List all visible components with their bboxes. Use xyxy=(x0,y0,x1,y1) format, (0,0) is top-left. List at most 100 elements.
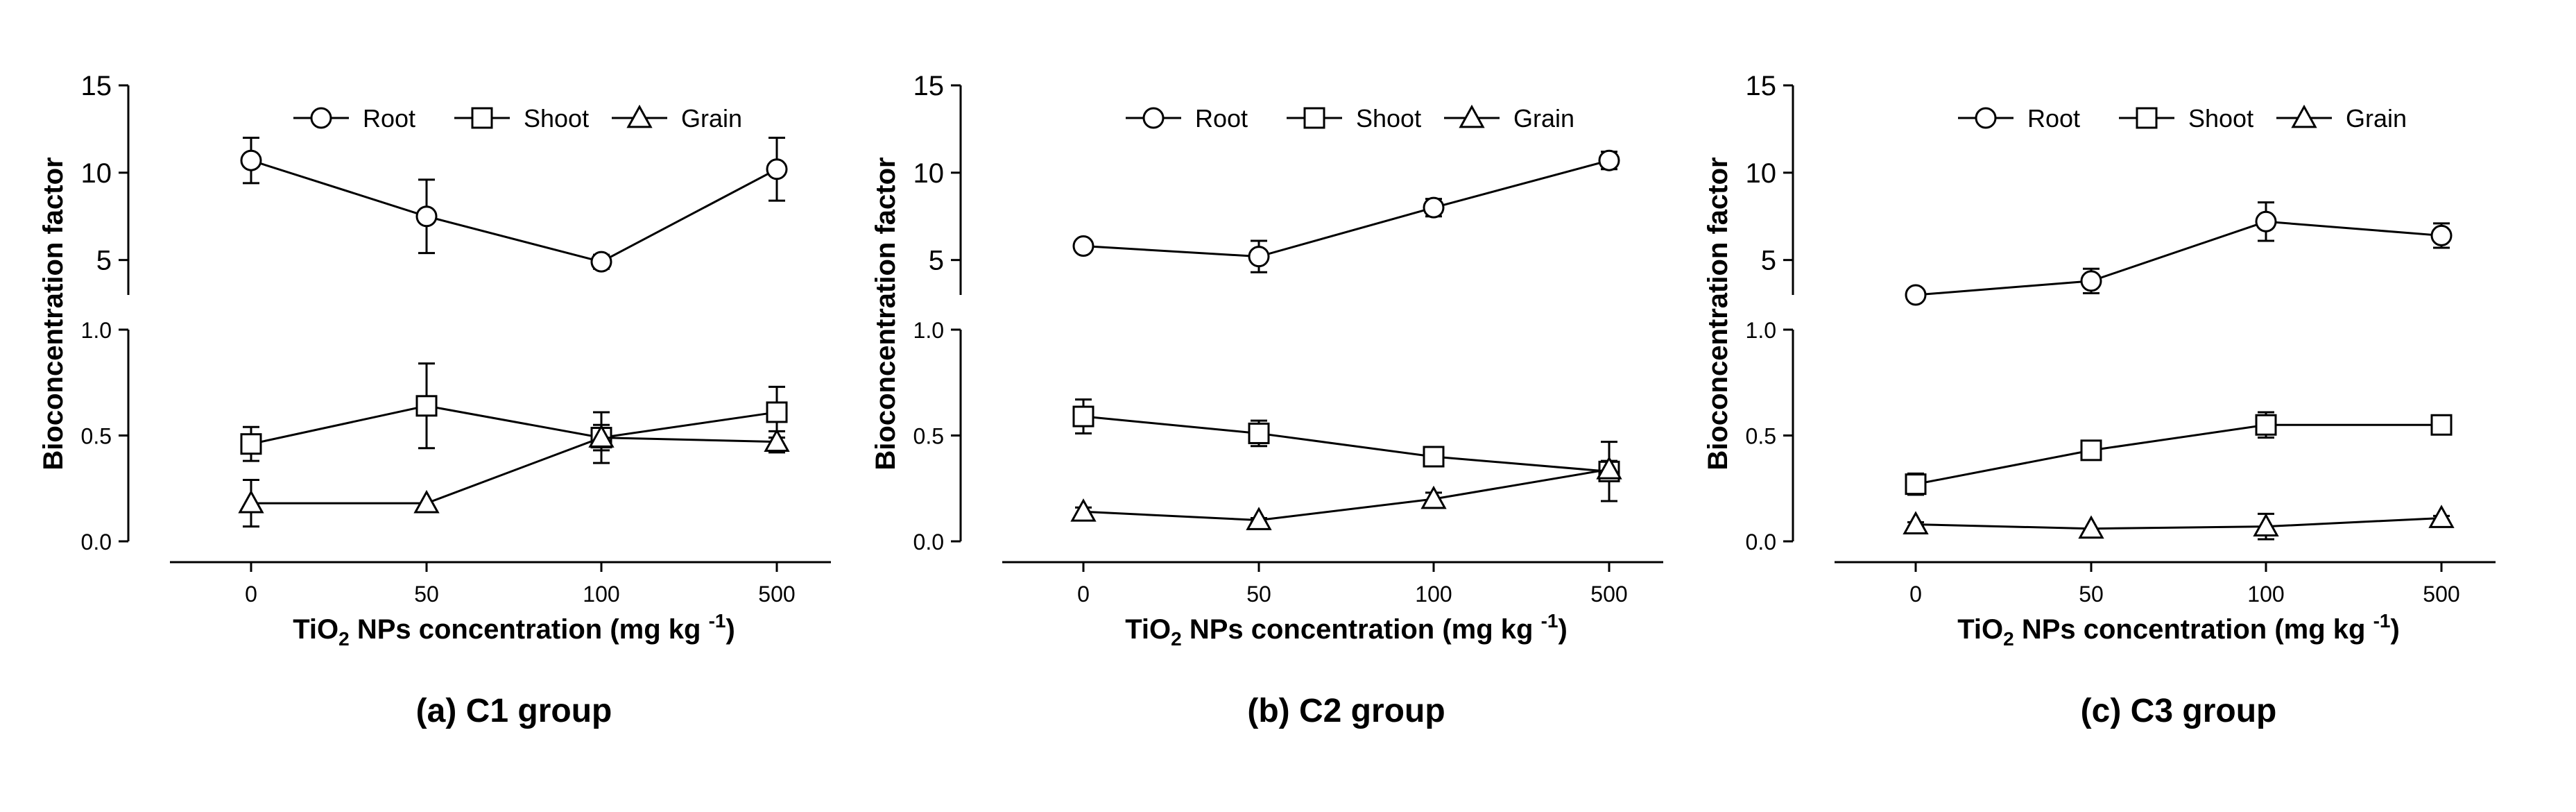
data-point-root xyxy=(1072,235,1094,257)
x-tick-label: 0 xyxy=(1077,582,1090,607)
series-root xyxy=(240,137,788,273)
y-axis-label: Bioconcentration factor xyxy=(870,157,901,470)
data-point-grain xyxy=(1070,498,1097,522)
y-tick-label-lower: 0.5 xyxy=(81,424,112,449)
chart-panel-3: 5 10 15 0.0 0.5 1.0 0 50 100 500 Bioconcentration … xyxy=(1703,71,2496,729)
series-grain xyxy=(238,411,790,528)
x-axis-label-sub: 2 xyxy=(338,628,350,650)
panel-caption: (b) C2 group xyxy=(1247,693,1445,729)
x-tick-label: 500 xyxy=(2423,582,2459,607)
series-shoot xyxy=(1905,411,2453,496)
x-axis-label-sup: -1 xyxy=(2373,610,2391,632)
x-axis-label-middle: NPs concentration (mg kg xyxy=(350,614,709,645)
legend-label: Shoot xyxy=(1356,104,1421,133)
y-tick-label-lower: 1.0 xyxy=(81,318,112,343)
x-tick-label: 50 xyxy=(414,582,439,607)
x-axis-label-suffix: ) xyxy=(725,614,735,645)
data-point-shoot xyxy=(1423,446,1445,468)
data-point-grain xyxy=(1903,511,1929,534)
series-line-grain xyxy=(251,437,778,505)
data-point-root xyxy=(2255,210,2277,232)
y-tick-label-lower: 1.0 xyxy=(913,318,944,343)
x-axis-label: TiO2 NPs concentration (mg kg -1) xyxy=(293,610,735,650)
series-line-shoot xyxy=(1915,423,2441,486)
legend-entry-shoot: Shoot xyxy=(1287,104,1421,133)
data-point-grain xyxy=(588,424,615,448)
x-axis-label: TiO2 NPs concentration (mg kg -1) xyxy=(1125,610,1568,650)
y-tick-label-upper: 5 xyxy=(929,246,944,276)
x-axis-label-suffix: ) xyxy=(1558,614,1567,645)
legend-entry-root: Root xyxy=(1126,104,1248,133)
panel-caption: (a) C1 group xyxy=(416,693,612,729)
chart-panel-1: 5 10 15 0.0 0.5 1.0 0 50 100 500 Bioconcentration … xyxy=(38,71,831,729)
x-axis-label-prefix: TiO xyxy=(1125,614,1171,645)
legend-entry-grain: Grain xyxy=(1444,104,1574,133)
legend-entry-grain: Grain xyxy=(612,104,742,133)
series-line-root xyxy=(250,159,778,263)
x-tick-label: 0 xyxy=(1909,582,1922,607)
series-line-root xyxy=(1083,159,1610,258)
data-point-grain xyxy=(2428,505,2455,528)
x-tick-label: 500 xyxy=(758,582,795,607)
x-axis-label-suffix: ) xyxy=(2390,614,2399,645)
series-root xyxy=(1905,201,2453,306)
series-shoot xyxy=(1072,398,1620,502)
x-tick-label: 500 xyxy=(1590,582,1627,607)
data-point-grain xyxy=(2078,515,2104,539)
legend-entry-root: Root xyxy=(293,104,415,133)
x-axis-label-prefix: TiO xyxy=(1957,614,2003,645)
chart-panel-2: 5 10 15 0.0 0.5 1.0 0 50 100 500 Bioconcentration … xyxy=(870,71,1663,729)
y-tick-label-lower: 0.0 xyxy=(81,530,112,555)
series-line-root xyxy=(1915,220,2442,296)
legend-entry-grain: Grain xyxy=(2276,104,2407,133)
data-point-shoot xyxy=(2430,414,2453,436)
y-tick-label-upper: 5 xyxy=(1761,246,1776,276)
x-tick-label: 100 xyxy=(583,582,619,607)
x-axis-label-middle: NPs concentration (mg kg xyxy=(2014,614,2373,645)
series-line-grain xyxy=(1915,516,2442,530)
data-point-shoot xyxy=(240,433,262,455)
data-point-shoot xyxy=(1905,473,1927,496)
legend-marker-grain xyxy=(1459,104,1485,128)
data-point-grain xyxy=(1420,485,1447,509)
data-point-root xyxy=(1905,284,1927,306)
legend-entry-root: Root xyxy=(1958,104,2080,133)
y-tick-label-upper: 15 xyxy=(81,71,112,101)
x-tick-label: 50 xyxy=(2079,582,2104,607)
data-point-shoot xyxy=(415,395,438,417)
x-axis-label: TiO2 NPs concentration (mg kg -1) xyxy=(1957,610,2400,650)
data-point-root xyxy=(240,149,262,171)
legend-label: Shoot xyxy=(524,104,589,133)
x-axis-label-sup: -1 xyxy=(1541,610,1559,632)
data-point-grain xyxy=(1246,507,1272,530)
panel-caption: (c) C3 group xyxy=(2081,693,2277,729)
legend-entry-shoot: Shoot xyxy=(454,104,589,133)
y-tick-label-upper: 5 xyxy=(96,246,112,276)
series-grain xyxy=(1903,505,2455,541)
data-point-shoot xyxy=(766,401,788,423)
legend-marker-root xyxy=(310,107,332,129)
x-tick-label: 100 xyxy=(2247,582,2284,607)
series-line-shoot xyxy=(250,405,778,446)
data-point-root xyxy=(2430,224,2453,246)
legend-marker-shoot xyxy=(2136,107,2158,129)
x-axis-label-sub: 2 xyxy=(1171,628,1182,650)
legend-marker-grain xyxy=(2291,104,2317,128)
y-tick-label-lower: 1.0 xyxy=(1746,318,1776,343)
legend-marker-shoot xyxy=(471,107,493,129)
data-point-root xyxy=(2080,270,2102,292)
series-line-shoot xyxy=(1083,415,1610,473)
y-tick-label-upper: 15 xyxy=(1746,71,1777,101)
y-tick-label-lower: 0.5 xyxy=(913,424,944,449)
y-tick-label-upper: 10 xyxy=(1746,158,1777,189)
data-point-root xyxy=(1598,149,1620,171)
legend-label: Grain xyxy=(1513,104,1574,133)
series-shoot xyxy=(240,362,788,462)
data-point-root xyxy=(1248,246,1270,268)
y-tick-label-lower: 0.0 xyxy=(1746,530,1776,555)
legend-label: Grain xyxy=(681,104,742,133)
data-point-shoot xyxy=(1248,422,1270,444)
x-axis-label-prefix: TiO xyxy=(293,614,338,645)
data-point-grain xyxy=(764,428,790,452)
